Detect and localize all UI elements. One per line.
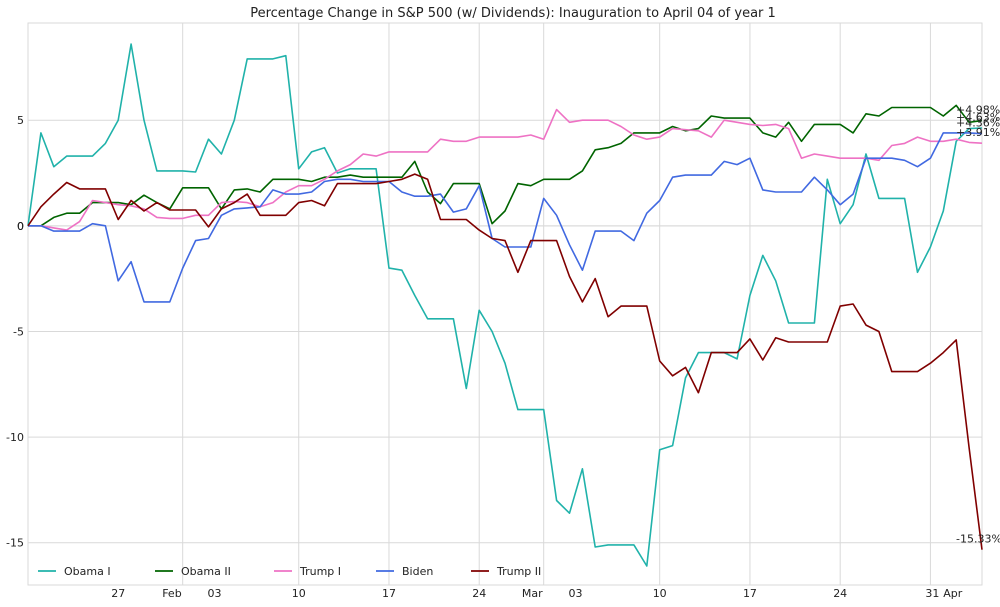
legend-label: Trump II <box>496 565 541 578</box>
x-tick-label: 24 <box>472 587 486 600</box>
chart-legend: Obama I Obama II Trump I Biden Trump II <box>38 565 541 578</box>
plot-frame <box>27 22 983 586</box>
legend-label: Obama II <box>181 565 231 578</box>
x-tick-label: 03 <box>207 587 221 600</box>
y-tick-label: 0 <box>17 220 24 233</box>
end-value-label: +4.98% <box>956 104 1000 117</box>
y-tick-label: 5 <box>17 114 24 127</box>
end-value-label: +3.91% <box>956 126 1000 139</box>
x-tick-label: 10 <box>653 587 667 600</box>
end-value-label: +4.36% <box>956 117 1000 130</box>
legend-label: Biden <box>402 565 433 578</box>
y-tick-label: -5 <box>13 325 24 338</box>
series-line-obama-i <box>27 43 983 567</box>
series-line-biden <box>28 132 983 303</box>
x-tick-label: 24 <box>833 587 847 600</box>
series-line-trump-i <box>28 108 983 231</box>
x-tick-label: 31 <box>925 587 939 600</box>
x-tick-label: 17 <box>743 587 757 600</box>
x-tick-label: 10 <box>292 587 306 600</box>
grid-layer <box>27 22 983 586</box>
x-tick-label: 17 <box>382 587 396 600</box>
x-tick-label: Feb <box>162 587 181 600</box>
series-line-obama-ii <box>28 104 983 227</box>
series-line-trump-ii <box>27 173 983 550</box>
end-value-label: +4.63% <box>956 111 1000 124</box>
y-tick-label: -10 <box>6 431 24 444</box>
x-tick-label: Apr <box>943 587 963 600</box>
y-tick-label: 0 <box>17 220 24 233</box>
y-tick-label: -15 <box>6 537 24 550</box>
end-label-layer: +4.63%+4.98% +3.91%+4.36% -15.33% <box>956 104 1000 546</box>
legend-label: Trump I <box>299 565 341 578</box>
end-value-label: -15.33% <box>956 533 1000 546</box>
chart-title: Percentage Change in S&P 500 (w/ Dividen… <box>250 6 776 21</box>
legend-label: Obama I <box>64 565 111 578</box>
x-tick-label: Mar <box>522 587 543 600</box>
x-tick-label: 03 <box>568 587 582 600</box>
series-layer <box>27 43 983 567</box>
x-tick-label: 27 <box>111 587 125 600</box>
